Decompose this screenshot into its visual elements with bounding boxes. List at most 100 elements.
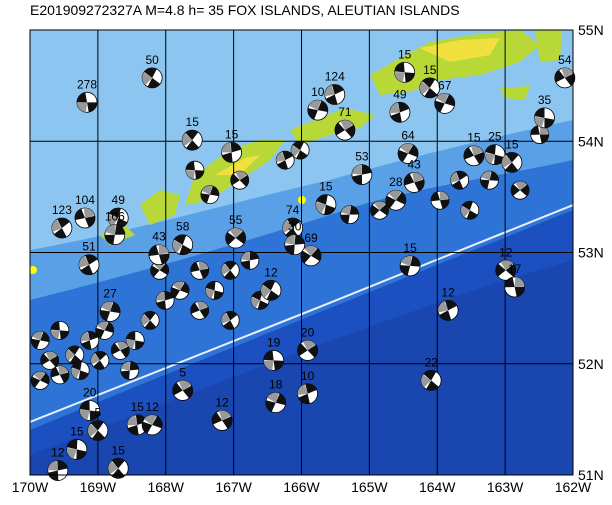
compression-quadrant [495,263,516,277]
focal-mechanism [484,144,506,166]
lon-label: 163W [487,479,524,495]
lon-label: 169W [80,479,117,495]
depth-label: 10 [301,369,315,383]
depth-label: 12 [441,285,455,299]
focal-mechanism [211,410,233,431]
dilatation-shade [515,181,527,191]
focal-mechanism [125,330,145,350]
compression-quadrant [77,92,98,113]
compression-quadrant [111,343,130,358]
depth-label: 49 [112,193,126,207]
compression-quadrant [74,208,95,228]
compression-quadrant [251,291,269,310]
focal-mechanism [78,254,100,276]
dilatation-shade [79,255,90,268]
dilatation-shade [302,340,316,351]
dilatation-shade [419,81,430,95]
depth-label: 27 [103,286,117,300]
depth-label: 67 [438,78,452,92]
dilatation-shade [308,100,321,111]
dilatation-shade [108,461,119,474]
dilatation-shade [389,102,400,114]
focal-mechanism [80,330,100,350]
depth-label: 12 [264,265,278,279]
depth-label: 43 [152,230,166,244]
focal-mechanism [389,101,411,123]
focal-mechanism [297,339,319,361]
focal-mechanism [66,439,88,460]
depth-label: 104 [75,193,95,207]
lat-label: 52N [578,356,604,372]
dilatation-shade [394,72,405,83]
focal-mechanism [450,170,470,190]
compression-quadrant [53,218,70,239]
depth-label: 15 [403,241,417,255]
focal-mechanism [480,170,499,190]
dilatation-shade [201,185,213,195]
depth-label: 30 [288,220,302,234]
focal-mechanism [434,93,456,114]
dilatation-shade [481,171,492,181]
depth-label: 35 [538,93,552,107]
dilatation-shade [120,361,130,371]
compression-quadrant [80,254,98,275]
compression-quadrant [422,77,438,98]
compression-quadrant [394,62,415,83]
dilatation-shade [185,170,195,180]
depth-label: 43 [407,157,421,171]
dilatation-shade [251,297,261,309]
dilatation-shade [87,423,98,437]
dilatation-shade [218,410,231,421]
lon-label: 165W [351,479,388,495]
focal-mechanism [307,99,329,121]
focal-mechanism [190,260,210,280]
compression-quadrant [109,208,128,229]
depth-label: 15 [186,115,200,129]
depth-label: 12 [145,400,159,414]
dilatation-shade [304,245,318,256]
compression-quadrant [263,350,284,371]
compression-quadrant [298,383,317,404]
focal-mechanism [275,150,295,170]
compression-quadrant [285,218,301,239]
compression-quadrant [480,171,499,189]
compression-quadrant [31,331,50,349]
dilatation-shade [58,365,69,375]
lat-label: 55N [578,22,604,38]
depth-label: 278 [77,77,97,91]
compression-quadrant [485,144,505,165]
depth-label: 12 [51,446,65,460]
depth-label: 25 [488,130,502,144]
compression-quadrant [505,152,519,173]
focal-mechanism [185,160,205,180]
dilatation-shade [514,277,525,287]
events [30,61,576,481]
dilatation-shade [373,201,386,211]
dilatation-shade [450,172,460,183]
dilatation-shade [471,145,483,156]
focal-mechanism [65,345,85,365]
dilatation-shade [267,392,280,403]
depth-label: 22 [424,355,438,369]
map-frame [29,29,574,476]
focal-mechanism [495,259,517,281]
dilatation-shade [172,240,183,253]
depth-label: 123 [52,203,72,217]
dilatation-shade [143,414,157,425]
depth-label: 15 [131,400,145,414]
dilatation-shade [438,301,449,313]
compression-quadrant [156,291,174,310]
compression-quadrant [462,201,478,220]
focal-mechanism [200,185,220,205]
compression-quadrant [31,373,50,388]
dilatation-shade [400,255,412,266]
depth-label: 106 [105,210,125,224]
compression-quadrant [79,400,100,421]
depth-label: 10 [311,85,325,99]
dilatation-shade [97,321,109,331]
compression-quadrant [150,263,169,278]
dilatation-shade [460,206,470,218]
depth-label: 51 [82,240,96,254]
dilatation-shade [561,67,574,78]
